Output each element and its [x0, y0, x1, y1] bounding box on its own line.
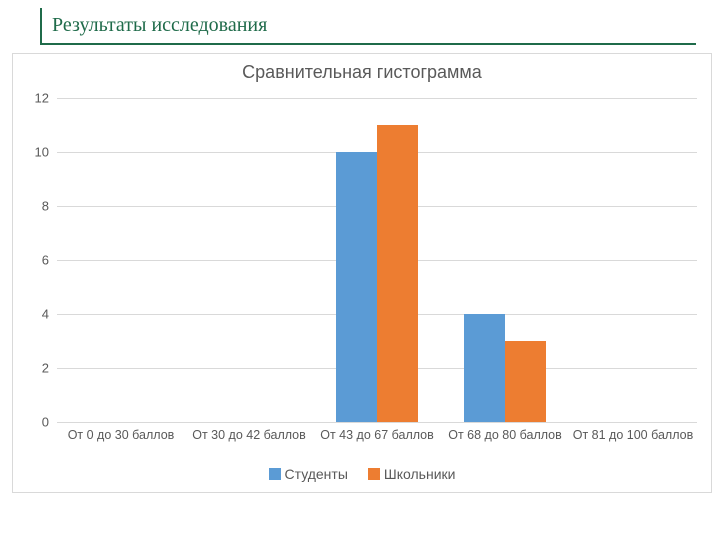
y-tick-label: 0: [42, 415, 57, 430]
slide-title: Результаты исследования: [52, 14, 688, 37]
x-category-label: От 0 до 30 баллов: [68, 428, 175, 442]
y-tick-label: 6: [42, 253, 57, 268]
y-tick-label: 8: [42, 199, 57, 214]
bar: [464, 314, 505, 422]
y-tick-label: 2: [42, 361, 57, 376]
legend-item: Школьники: [368, 466, 456, 482]
legend: Студенты Школьники: [13, 466, 711, 482]
x-axis: От 0 до 30 баллов От 30 до 42 баллов От 43…: [57, 424, 697, 446]
legend-item: Студенты: [269, 466, 348, 482]
x-category-label: От 43 до 67 баллов: [320, 428, 434, 442]
y-tick-label: 12: [35, 91, 57, 106]
x-category-label: От 68 до 80 баллов: [448, 428, 562, 442]
legend-label: Школьники: [384, 466, 456, 482]
chart-container: Сравнительная гистограмма 024681012 От 0…: [12, 53, 712, 493]
x-category-label: От 81 до 100 баллов: [573, 428, 694, 442]
legend-swatch: [269, 468, 281, 480]
bar: [505, 341, 546, 422]
bar: [336, 152, 377, 422]
chart-title: Сравнительная гистограмма: [13, 62, 711, 83]
plot-area: 024681012: [57, 98, 697, 422]
y-tick-label: 4: [42, 307, 57, 322]
gridline: [57, 422, 697, 423]
legend-swatch: [368, 468, 380, 480]
slide: Результаты исследования Сравнительная ги…: [0, 0, 720, 540]
legend-label: Студенты: [285, 466, 348, 482]
gridline: [57, 98, 697, 99]
x-category-label: От 30 до 42 баллов: [192, 428, 306, 442]
y-tick-label: 10: [35, 145, 57, 160]
bar: [377, 125, 418, 422]
title-container: Результаты исследования: [40, 8, 696, 45]
